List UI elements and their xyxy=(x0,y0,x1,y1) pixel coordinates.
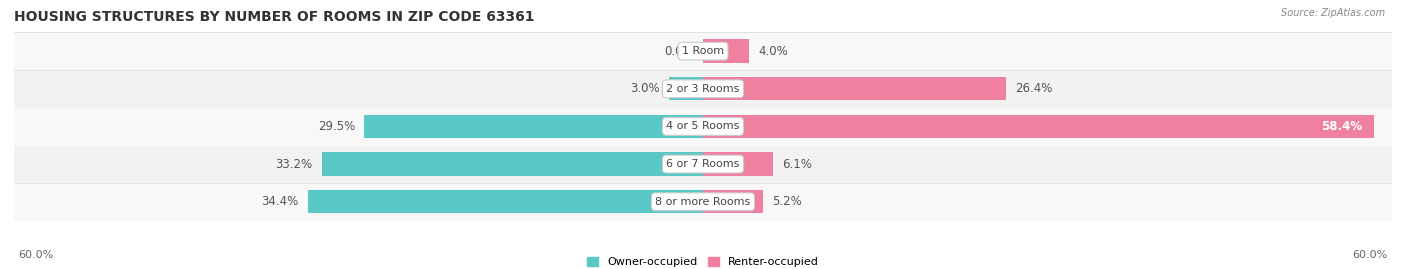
Text: 2 or 3 Rooms: 2 or 3 Rooms xyxy=(666,84,740,94)
Text: 8 or more Rooms: 8 or more Rooms xyxy=(655,197,751,207)
Bar xyxy=(14,184,1392,220)
Text: 60.0%: 60.0% xyxy=(18,250,53,260)
Bar xyxy=(703,153,773,176)
Text: 6.1%: 6.1% xyxy=(782,158,813,171)
Bar xyxy=(14,108,1392,144)
Bar xyxy=(14,108,1392,145)
Text: Source: ZipAtlas.com: Source: ZipAtlas.com xyxy=(1281,8,1385,18)
Text: 29.5%: 29.5% xyxy=(318,120,356,133)
Text: 5.2%: 5.2% xyxy=(772,195,801,208)
Text: 60.0%: 60.0% xyxy=(1353,250,1388,260)
Bar xyxy=(14,32,1392,70)
Bar xyxy=(364,115,703,138)
Legend: Owner-occupied, Renter-occupied: Owner-occupied, Renter-occupied xyxy=(582,252,824,269)
Bar xyxy=(703,40,749,63)
Text: 6 or 7 Rooms: 6 or 7 Rooms xyxy=(666,159,740,169)
Bar xyxy=(14,183,1392,221)
Bar xyxy=(14,70,1392,108)
Text: 34.4%: 34.4% xyxy=(262,195,299,208)
Bar xyxy=(14,145,1392,183)
Bar xyxy=(703,115,1374,138)
Text: 58.4%: 58.4% xyxy=(1322,120,1362,133)
Bar xyxy=(14,71,1392,107)
Bar xyxy=(322,153,703,176)
Bar xyxy=(703,77,1007,100)
Bar xyxy=(703,190,762,213)
Bar xyxy=(14,146,1392,182)
Text: 26.4%: 26.4% xyxy=(1015,82,1053,95)
Text: 4.0%: 4.0% xyxy=(758,45,787,58)
Text: 3.0%: 3.0% xyxy=(630,82,659,95)
Text: HOUSING STRUCTURES BY NUMBER OF ROOMS IN ZIP CODE 63361: HOUSING STRUCTURES BY NUMBER OF ROOMS IN… xyxy=(14,10,534,24)
Text: 0.0%: 0.0% xyxy=(664,45,693,58)
Text: 33.2%: 33.2% xyxy=(276,158,312,171)
Text: 1 Room: 1 Room xyxy=(682,46,724,56)
Bar xyxy=(669,77,703,100)
Bar xyxy=(14,33,1392,69)
Text: 4 or 5 Rooms: 4 or 5 Rooms xyxy=(666,121,740,132)
Bar xyxy=(308,190,703,213)
